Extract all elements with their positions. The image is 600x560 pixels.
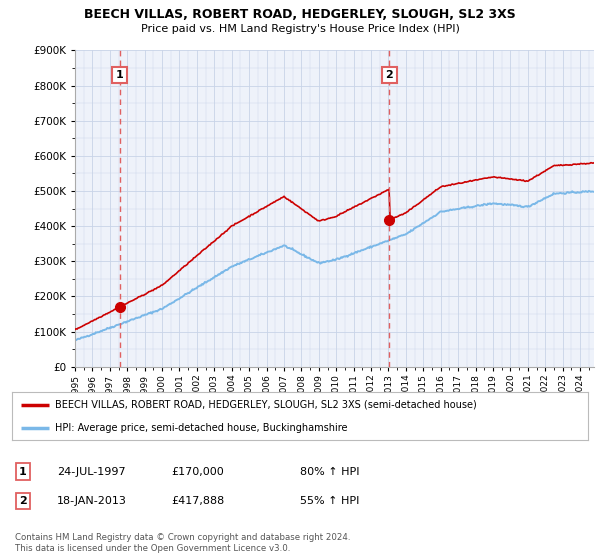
Text: 80% ↑ HPI: 80% ↑ HPI xyxy=(300,466,359,477)
Text: 2: 2 xyxy=(19,496,26,506)
Text: 24-JUL-1997: 24-JUL-1997 xyxy=(57,466,125,477)
Text: BEECH VILLAS, ROBERT ROAD, HEDGERLEY, SLOUGH, SL2 3XS (semi-detached house): BEECH VILLAS, ROBERT ROAD, HEDGERLEY, SL… xyxy=(55,400,477,410)
Text: 55% ↑ HPI: 55% ↑ HPI xyxy=(300,496,359,506)
Text: BEECH VILLAS, ROBERT ROAD, HEDGERLEY, SLOUGH, SL2 3XS: BEECH VILLAS, ROBERT ROAD, HEDGERLEY, SL… xyxy=(84,8,516,21)
Text: £170,000: £170,000 xyxy=(171,466,224,477)
Text: HPI: Average price, semi-detached house, Buckinghamshire: HPI: Average price, semi-detached house,… xyxy=(55,423,348,433)
Text: 1: 1 xyxy=(116,70,124,80)
Text: Price paid vs. HM Land Registry's House Price Index (HPI): Price paid vs. HM Land Registry's House … xyxy=(140,24,460,34)
Text: 18-JAN-2013: 18-JAN-2013 xyxy=(57,496,127,506)
Text: Contains HM Land Registry data © Crown copyright and database right 2024.
This d: Contains HM Land Registry data © Crown c… xyxy=(15,533,350,553)
Text: 1: 1 xyxy=(19,466,26,477)
Text: £417,888: £417,888 xyxy=(171,496,224,506)
Text: 2: 2 xyxy=(385,70,393,80)
